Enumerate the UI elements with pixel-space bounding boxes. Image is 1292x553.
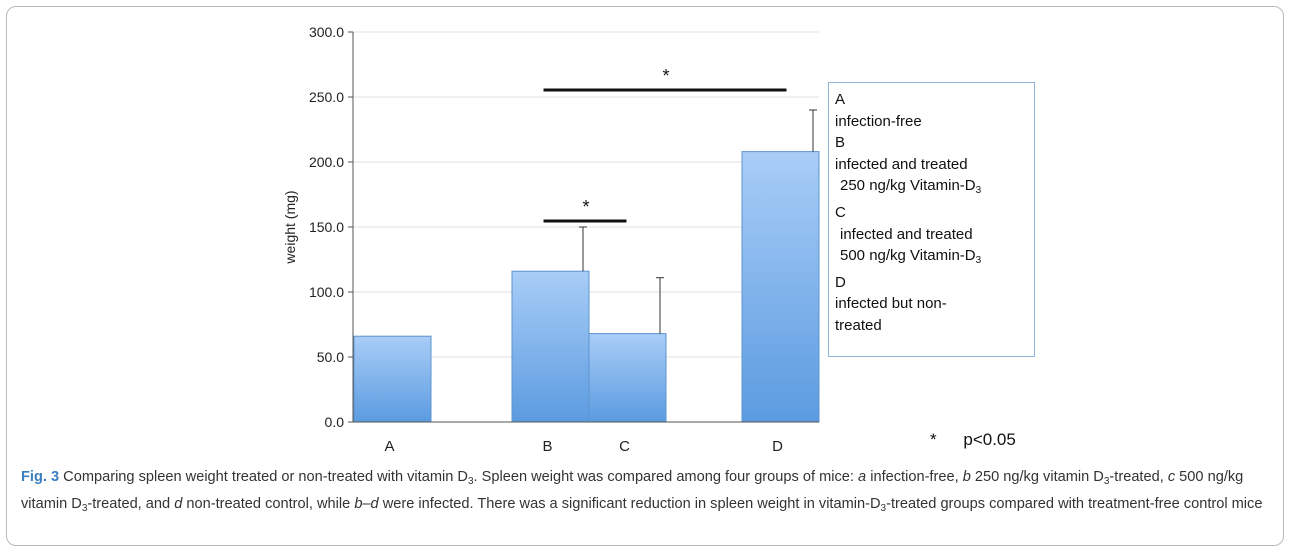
legend-text: A	[835, 91, 846, 108]
caption-fragment: non-treated control, while	[182, 496, 355, 512]
caption-fragment: were infected. There was a significant r…	[378, 496, 881, 512]
legend-text: C	[835, 203, 846, 221]
y-tick-label: 50.0	[317, 349, 344, 365]
caption-fragment: 250 ng/kg vitamin D	[970, 469, 1104, 485]
significance-star: *	[930, 430, 937, 449]
legend-subscript: 3	[975, 255, 982, 267]
x-tick-label-C: C	[619, 438, 630, 455]
bar-D	[741, 151, 820, 423]
legend-line: B	[835, 132, 1028, 154]
legend-line: 500 ng/kg Vitamin-D3	[835, 245, 1028, 272]
caption-fragment: b	[962, 469, 971, 485]
caption-fragment: Comparing spleen weight treated or non-t…	[59, 469, 468, 485]
caption-fragment: 3	[880, 503, 887, 514]
y-tick-label: 200.0	[309, 154, 344, 170]
legend-line: infected and treated	[835, 224, 1028, 246]
legend-text: infected and treated	[835, 155, 968, 173]
significance-star-BC: *	[582, 197, 589, 217]
y-tick-label: 300.0	[309, 24, 344, 40]
bar-C	[588, 333, 667, 423]
legend-line: infected but non-	[835, 293, 1028, 315]
caption-text: Comparing spleen weight treated or non-t…	[21, 469, 1263, 514]
caption-fragment: b–d	[354, 496, 379, 512]
legend-line: D	[835, 272, 1028, 294]
caption-fragment: 3	[1103, 476, 1110, 487]
legend-subscript: 3	[975, 185, 982, 197]
significance-note: * p<0.05	[930, 430, 1016, 450]
caption-fragment: 3	[467, 476, 474, 487]
x-tick-label-B: B	[542, 438, 552, 455]
caption-fragment: -treated, and	[87, 496, 175, 512]
y-tick-label: 150.0	[309, 219, 344, 235]
y-axis-label: weight (mg)	[282, 190, 298, 264]
legend-line: A	[835, 89, 1028, 111]
x-tick-label-D: D	[772, 438, 783, 455]
legend-line: 250 ng/kg Vitamin-D3	[835, 175, 1028, 202]
x-tick-label-A: A	[384, 438, 394, 455]
caption-fragment: a	[858, 469, 867, 485]
legend-line: infected and treated	[835, 154, 1028, 176]
legend-text: 500 ng/kg Vitamin-D	[840, 247, 976, 265]
bar-A	[353, 335, 432, 423]
caption-fragment: 3	[81, 503, 88, 514]
legend-line: infection-free	[835, 111, 1028, 133]
significance-threshold: p<0.05	[963, 430, 1016, 449]
legend-text: infected but non-	[835, 295, 947, 313]
figure-caption: Fig. 3 Comparing spleen weight treated o…	[21, 466, 1283, 520]
legend-text: B	[835, 134, 846, 152]
bar-chart: 0.0 50.0 100.0 150.0 200.0 250.0 300.0 weight (…	[282, 24, 820, 455]
y-tick-label: 250.0	[309, 89, 344, 105]
caption-fragment: d	[174, 496, 183, 512]
legend-text: infection-free	[835, 112, 922, 130]
significance-star-BD: *	[662, 66, 669, 86]
caption-fragment: -treated,	[1109, 469, 1168, 485]
y-tick-label: 0.0	[325, 414, 345, 430]
figure-label: Fig. 3	[21, 469, 60, 485]
caption-fragment: c	[1167, 469, 1176, 485]
legend-text: D	[835, 273, 846, 291]
y-tick-label: 100.0	[309, 284, 344, 300]
legend-text: treated	[835, 316, 882, 334]
legend-line: C	[835, 202, 1028, 224]
caption-fragment: -treated groups compared with treatment-…	[886, 496, 1263, 512]
bar-B	[511, 270, 590, 423]
figure-frame: 0.0 50.0 100.0 150.0 200.0 250.0 300.0 weight (…	[6, 6, 1284, 546]
caption-fragment: infection-free,	[866, 469, 963, 485]
legend-line: treated	[835, 315, 1028, 337]
caption-fragment: . Spleen weight was compared among four …	[473, 469, 859, 485]
caption-fragment: 500 ng/kg vitamin D	[21, 469, 1244, 512]
legend-text: 250 ng/kg Vitamin-D	[840, 177, 976, 195]
legend-text: infected and treated	[840, 225, 973, 243]
